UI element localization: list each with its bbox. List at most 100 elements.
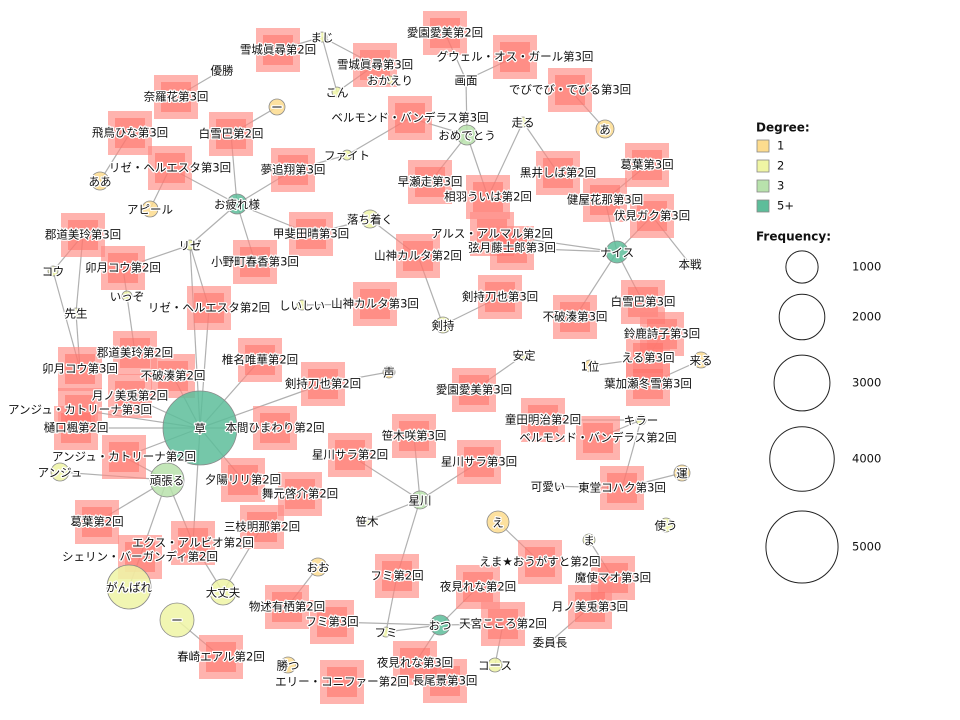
- word-circle: [296, 299, 308, 311]
- episode-square-inner: [216, 119, 246, 149]
- node-label: 小野町春香第3回: [211, 255, 299, 269]
- node-label: 山神カルタ第2回: [374, 249, 462, 263]
- word-circle: [410, 490, 430, 510]
- word-circle: [385, 75, 395, 85]
- node-label: 春崎エアル第2回: [177, 650, 265, 664]
- word-circle: [456, 124, 478, 146]
- node-label: 東堂コハク第3回: [578, 481, 666, 495]
- frequency-label: 3000: [852, 376, 881, 390]
- word-circle: [90, 171, 110, 191]
- node-label: 優勝: [211, 64, 234, 78]
- frequency-circle: [769, 426, 835, 492]
- node-label: ナイス: [600, 246, 634, 260]
- degree-legend-title: Degree:: [756, 121, 810, 135]
- node-label: 使う: [655, 519, 678, 533]
- node-label: 葛葉第3回: [620, 158, 673, 172]
- node-label: リゼ: [179, 239, 202, 253]
- node-label: 星川サラ第2回: [312, 448, 388, 462]
- node-label: 画面: [455, 74, 478, 88]
- node-label: グウェル・オス・ガール第3回: [437, 50, 594, 64]
- word-circle: [121, 290, 133, 302]
- node-label: 白雪巴第3回: [611, 295, 676, 309]
- degree-label: 3: [777, 179, 784, 193]
- node-label: 愛園愛美第3回: [436, 383, 512, 397]
- node-label: 鈴鹿詩子第3回: [624, 327, 700, 341]
- word-circle: [595, 119, 615, 139]
- node-label: 飛鳥ひな第3回: [92, 126, 168, 140]
- word-circle: [429, 614, 451, 636]
- episode-square-inner: [485, 282, 515, 312]
- word-circle: [382, 365, 396, 379]
- word-circle: [605, 240, 629, 264]
- node-label: 雪城眞尋第2回: [240, 43, 316, 57]
- episode-square-inner: [525, 547, 555, 577]
- word-circle: [460, 74, 472, 86]
- episode-square-inner: [382, 561, 412, 591]
- node-label: え: [492, 516, 504, 530]
- node-label: 伏見ガク第3回: [614, 209, 690, 223]
- node-label: 声: [383, 366, 395, 380]
- node-label: 健屋花那第3回: [567, 193, 643, 207]
- edge: [321, 36, 338, 93]
- node-label: アピール: [127, 203, 173, 217]
- word-circle: [226, 193, 248, 215]
- word-circle: [141, 200, 159, 218]
- node-label: 勝つ: [277, 659, 300, 673]
- node-label: 長尾景第3回: [413, 674, 478, 688]
- episode-square-inner: [108, 253, 138, 283]
- node-label: おめでとう: [438, 129, 496, 143]
- word-circle: [673, 464, 691, 482]
- episode-square-inner: [68, 220, 98, 250]
- node-label: 夜見れな第3回: [377, 656, 453, 670]
- node-label: 笹木: [356, 515, 379, 529]
- episode-square-inner: [403, 241, 433, 271]
- episode-square-inner: [500, 42, 530, 72]
- episode-square-inner: [430, 18, 460, 48]
- node-label: ああ: [89, 175, 112, 189]
- node-label: あ: [599, 123, 611, 137]
- node-label: 山神カルタ第3回: [331, 297, 419, 311]
- degree-swatch: [756, 179, 770, 193]
- frequency-circle: [765, 510, 839, 584]
- node-label: 奈羅花第3回: [144, 90, 209, 104]
- episode-square-inner: [590, 185, 620, 215]
- episode-square-inner: [633, 369, 663, 399]
- node-label: ー: [271, 101, 283, 115]
- word-nodes: [47, 31, 710, 674]
- word-circle: [685, 259, 695, 269]
- degree-label: 2: [777, 159, 784, 173]
- episode-square-inner: [463, 572, 493, 602]
- node-label: エリー・コニファー第2回: [275, 675, 409, 689]
- episode-square-inner: [528, 405, 558, 435]
- node-label: 本間ひまわり第2回: [225, 421, 324, 435]
- frequency-circle: [785, 250, 819, 284]
- node-label: キラー: [624, 414, 659, 428]
- episode-square-inner: [65, 354, 95, 384]
- episode-square-inner: [109, 442, 139, 472]
- node-label: 郡道美玲第3回: [45, 228, 121, 242]
- word-circle: [583, 359, 597, 373]
- node-label: リゼ・ヘルエスタ第2回: [148, 301, 270, 315]
- word-circle: [162, 390, 238, 466]
- episode-square-inner: [247, 512, 277, 542]
- node-label: こん: [326, 86, 349, 100]
- episode-square-inner: [228, 465, 258, 495]
- episode-square-inner: [399, 421, 429, 451]
- node-label: 運: [676, 467, 688, 481]
- degree-swatch: [756, 159, 770, 173]
- word-circle: [692, 351, 710, 369]
- node-label: フミ第2回: [370, 569, 423, 583]
- word-circle: [184, 239, 196, 251]
- node-label: しいしい: [279, 299, 325, 313]
- node-label: ま: [583, 534, 595, 548]
- frequency-circle: [778, 293, 826, 341]
- node-label: 雪城眞尋第3回: [337, 58, 413, 72]
- node-label: 1位: [581, 360, 600, 374]
- episode-square-inner: [632, 150, 662, 180]
- word-circle: [635, 414, 647, 426]
- node-label: 剣持刀也第3回: [462, 290, 538, 304]
- word-circle: [70, 307, 82, 319]
- episode-square-inner: [317, 607, 347, 637]
- episode-square-inner: [497, 233, 527, 263]
- episode-square-inner: [155, 153, 185, 183]
